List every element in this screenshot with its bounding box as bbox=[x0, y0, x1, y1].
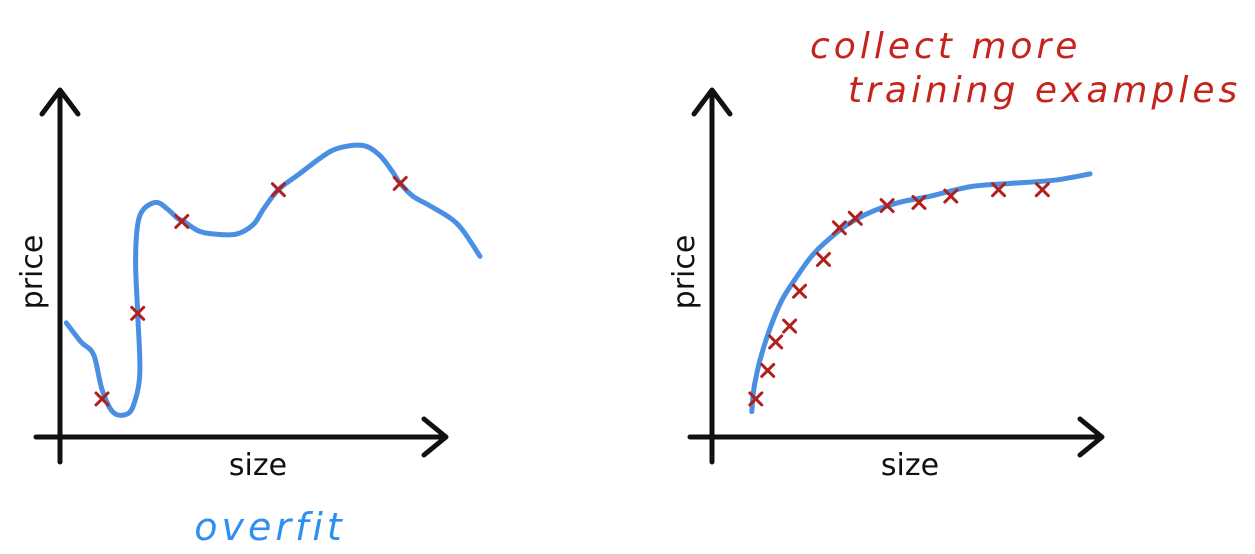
data-point-marker bbox=[991, 182, 1007, 198]
data-point-marker bbox=[943, 188, 959, 204]
data-point-marker bbox=[815, 251, 831, 267]
data-point-marker bbox=[792, 283, 808, 299]
data-point-marker bbox=[879, 198, 895, 214]
data-points bbox=[748, 182, 1050, 407]
data-point-marker bbox=[94, 391, 110, 407]
training-examples-annotation: collect more training examples bbox=[810, 26, 1241, 111]
data-points bbox=[94, 175, 408, 407]
annotation-line-2: training examples bbox=[848, 70, 1241, 111]
x-axis-arrowhead bbox=[1077, 416, 1105, 458]
x-axis-label: size bbox=[229, 448, 287, 483]
data-point-marker bbox=[911, 194, 927, 210]
data-point-marker bbox=[130, 305, 146, 321]
y-axis-label: price bbox=[15, 235, 50, 310]
data-point-marker bbox=[392, 175, 408, 191]
data-point-marker bbox=[768, 334, 784, 350]
x-axis-arrowhead bbox=[421, 416, 449, 458]
x-axis-label: size bbox=[881, 448, 939, 483]
y-axis-label: price bbox=[667, 235, 702, 310]
overfit-annotation: overfit bbox=[194, 505, 346, 549]
data-point-marker bbox=[782, 318, 798, 334]
data-point-marker bbox=[748, 391, 764, 407]
y-axis-arrowhead bbox=[691, 87, 733, 117]
data-point-marker bbox=[174, 213, 190, 229]
chart-overfit: size price overfit bbox=[15, 87, 483, 549]
y-axis-arrowhead bbox=[39, 87, 81, 117]
data-point-marker bbox=[847, 210, 863, 226]
data-point-marker bbox=[1034, 182, 1050, 198]
chart-more-data: size price collect more training example… bbox=[667, 26, 1241, 483]
data-point-marker bbox=[270, 182, 286, 198]
data-point-marker bbox=[760, 362, 776, 378]
annotation-line-1: collect more bbox=[810, 26, 1081, 67]
data-point-marker bbox=[831, 220, 847, 236]
